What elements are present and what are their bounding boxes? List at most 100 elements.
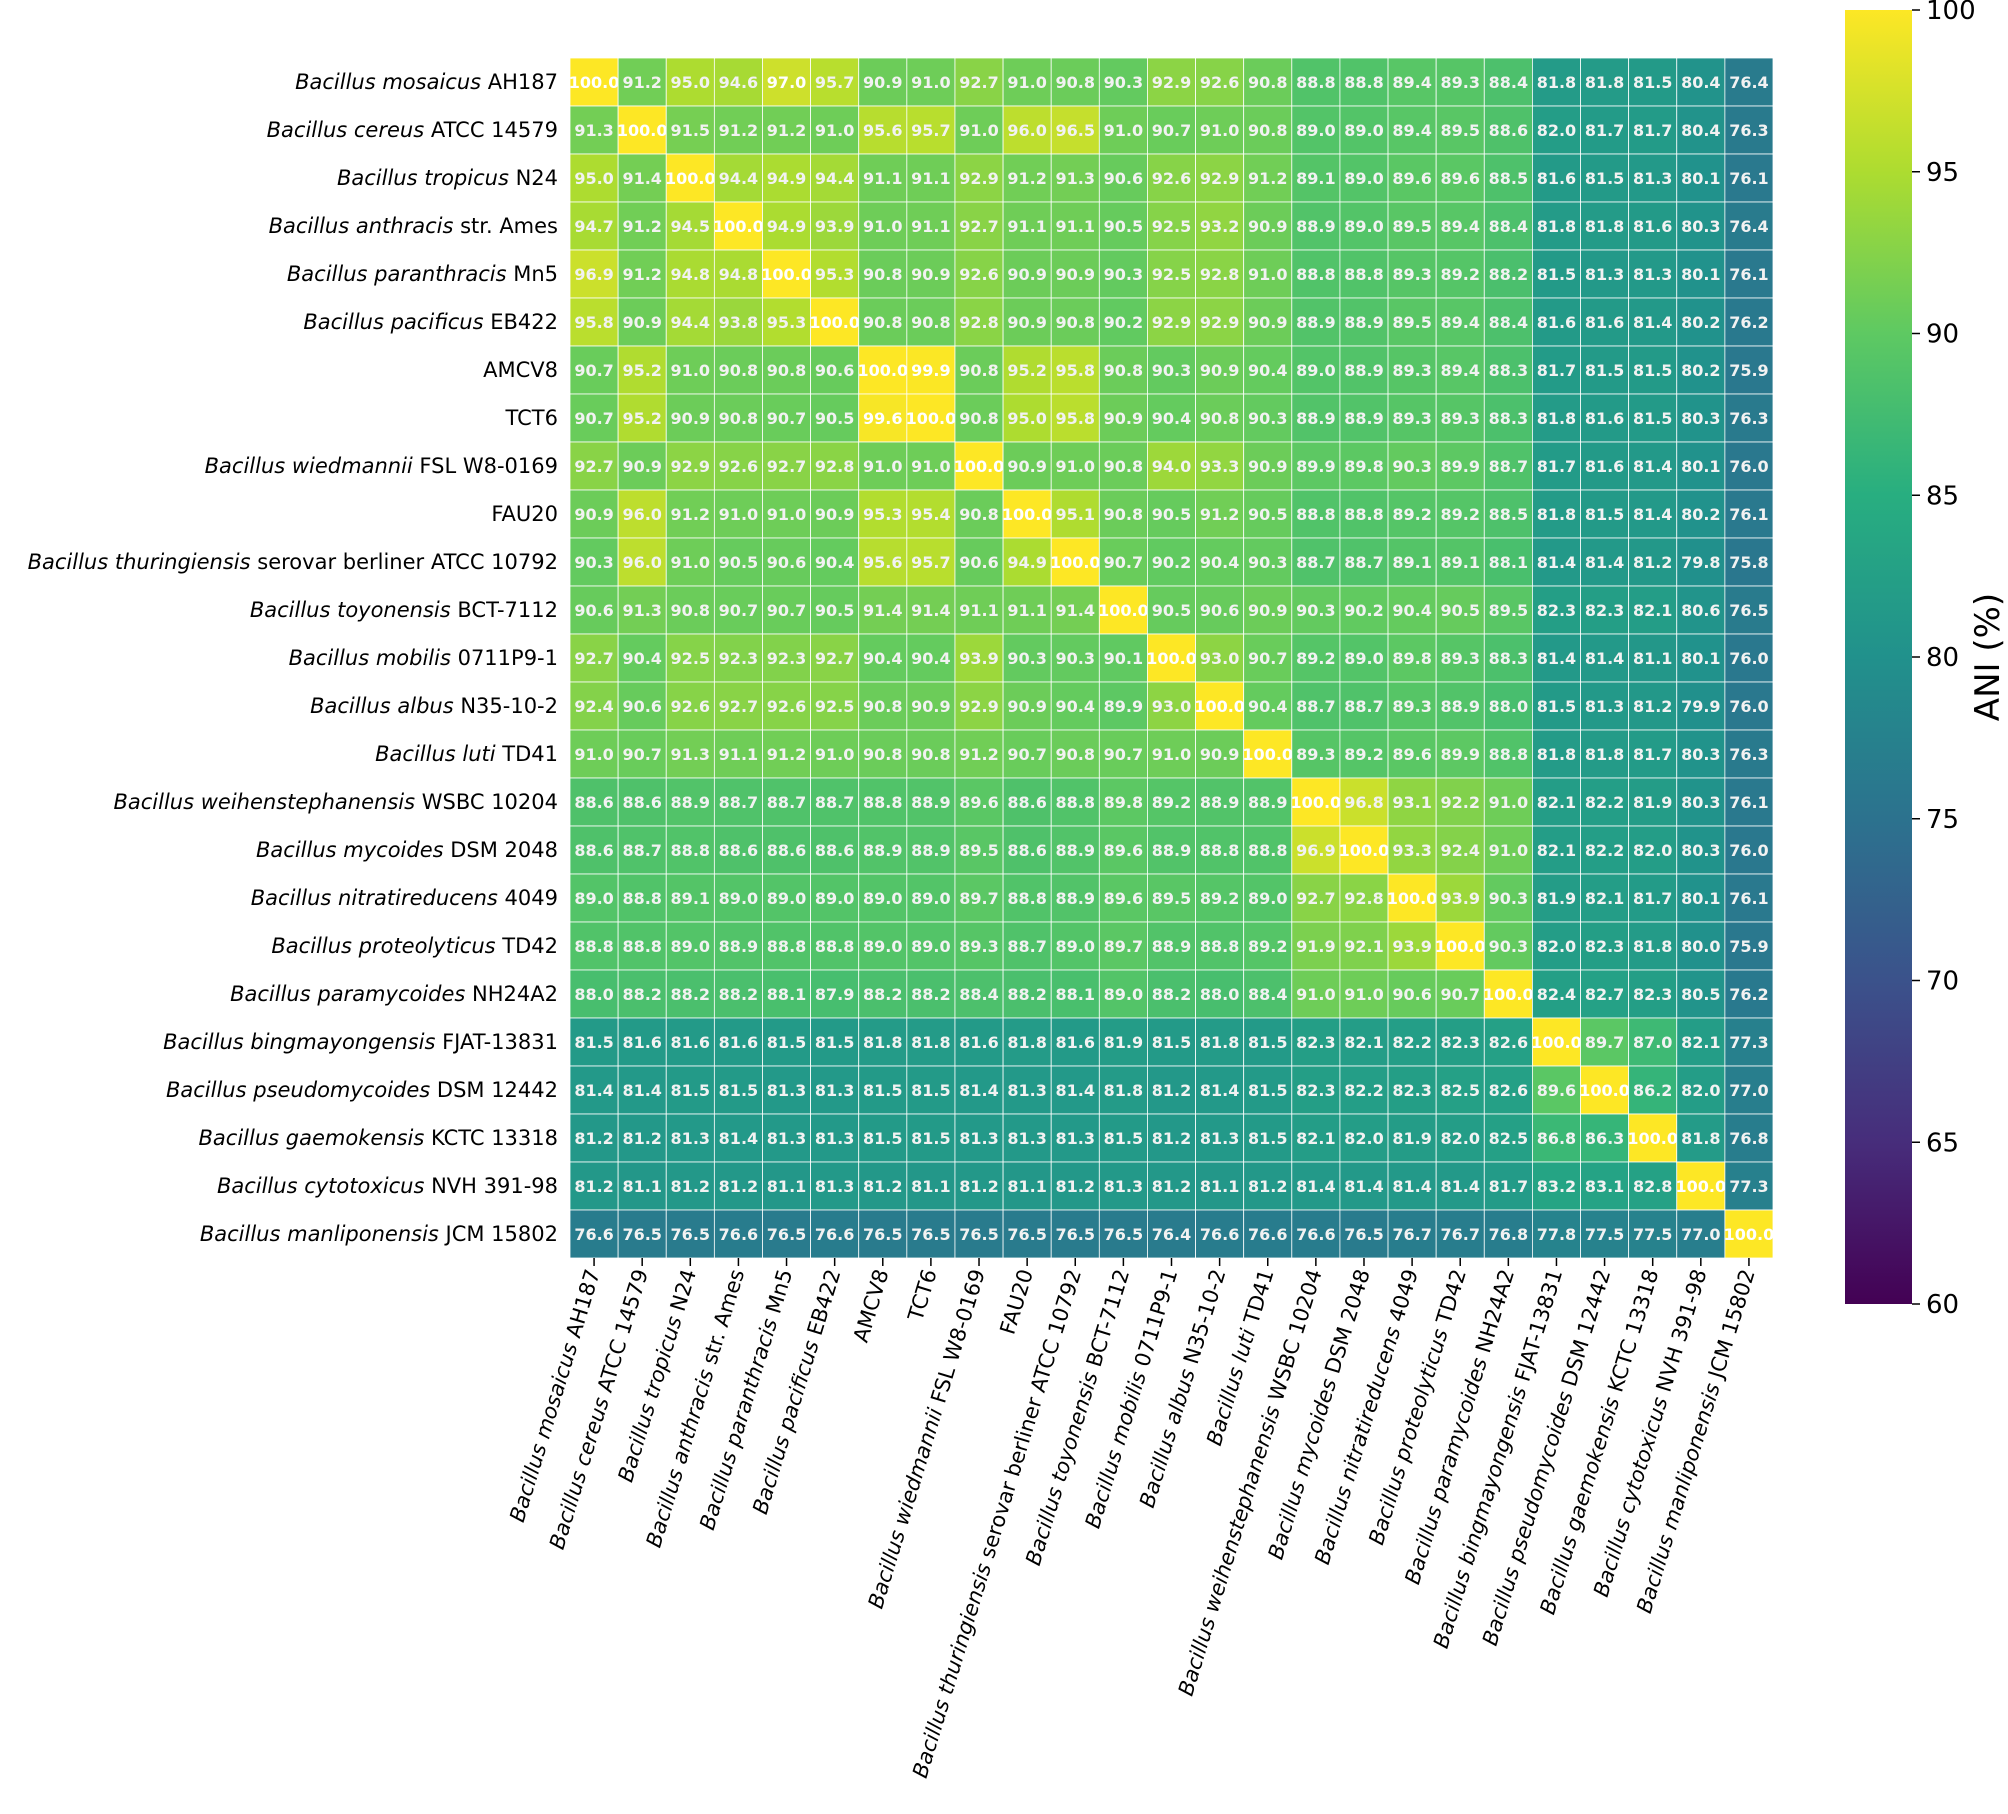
cell-value: 81.3 [1633, 169, 1672, 188]
heatmap-cell [1050, 1065, 1100, 1115]
heatmap-cell [858, 729, 908, 779]
cell-value: 91.0 [1296, 985, 1335, 1004]
heatmap-cell [1050, 969, 1100, 1019]
cell-value: 88.9 [1200, 793, 1239, 812]
cell-value: 81.3 [671, 1129, 710, 1148]
cell-value: 91.2 [767, 745, 806, 764]
heatmap-cell [1580, 393, 1630, 443]
heatmap-cell [713, 441, 763, 491]
cell-value: 77.5 [1585, 1225, 1624, 1244]
heatmap-cell [665, 153, 715, 203]
heatmap-cell [569, 1017, 619, 1067]
cell-value: 76.0 [1729, 697, 1768, 716]
cell-value: 81.4 [1392, 1177, 1431, 1196]
column-label: TCT6 [903, 1266, 942, 1324]
cell-value: 81.1 [911, 1177, 950, 1196]
cell-value: 99.9 [911, 361, 950, 380]
cell-value: 81.3 [815, 1081, 854, 1100]
cell-value: 92.5 [671, 649, 710, 668]
cell-value: 92.6 [767, 697, 806, 716]
heatmap-cell [1580, 1113, 1630, 1163]
cell-value: 81.5 [1248, 1081, 1287, 1100]
cell-value: 92.3 [719, 649, 758, 668]
cell-value: 88.9 [911, 793, 950, 812]
cell-value: 81.3 [1104, 1177, 1143, 1196]
heatmap-cell [617, 969, 667, 1019]
cell-value: 90.5 [815, 409, 854, 428]
cell-value: 90.8 [863, 697, 902, 716]
heatmap-cell [1724, 585, 1774, 635]
cell-value: 76.5 [959, 1225, 998, 1244]
cell-value: 76.0 [1729, 457, 1768, 476]
cell-value: 88.2 [863, 985, 902, 1004]
cell-value: 92.4 [574, 697, 613, 716]
cell-value: 91.2 [1007, 169, 1046, 188]
cell-value: 90.9 [1200, 361, 1239, 380]
heatmap-cell [1002, 777, 1052, 827]
heatmap-cell [1532, 201, 1581, 251]
heatmap-cell [1387, 57, 1437, 107]
cell-value: 82.2 [1344, 1081, 1383, 1100]
heatmap-cell [1724, 201, 1774, 251]
heatmap-cell [1147, 537, 1196, 587]
heatmap-cell [1339, 921, 1389, 971]
cell-value: 80.1 [1681, 649, 1720, 668]
cell-value: 81.5 [863, 1129, 902, 1148]
cell-value: 90.9 [622, 313, 661, 332]
heatmap-cell [569, 489, 619, 539]
heatmap-cell [1002, 681, 1052, 731]
cell-value: 91.0 [1248, 265, 1287, 284]
heatmap-cell [1291, 969, 1341, 1019]
cell-value: 88.7 [1296, 697, 1335, 716]
cell-value: 81.6 [1537, 169, 1576, 188]
cell-value: 76.5 [863, 1225, 902, 1244]
heatmap-cell [1387, 1161, 1437, 1211]
cell-value: 89.4 [1440, 217, 1479, 236]
cell-value: 90.7 [1440, 985, 1479, 1004]
heatmap-cell [1724, 489, 1774, 539]
heatmap-cell [1291, 1113, 1341, 1163]
cell-value: 89.6 [1104, 889, 1143, 908]
heatmap-cell [810, 153, 860, 203]
cell-value: 89.7 [959, 889, 998, 908]
row-label: Bacillus nitratireducens 4049 [251, 886, 558, 910]
heatmap-cell [810, 1017, 860, 1067]
heatmap-cell [810, 825, 860, 875]
heatmap-cell [1676, 1161, 1726, 1211]
cell-value: 89.3 [1440, 409, 1479, 428]
heatmap-cell [713, 969, 763, 1019]
heatmap-cell [1339, 1113, 1389, 1163]
heatmap-cell [1532, 393, 1581, 443]
heatmap-cell [1147, 729, 1196, 779]
heatmap-cell [762, 153, 811, 203]
cell-value: 80.4 [1681, 121, 1720, 140]
cell-value: 89.7 [1104, 937, 1143, 956]
cell-value: 89.9 [1440, 745, 1479, 764]
cell-value: 92.8 [1344, 889, 1383, 908]
cell-value: 91.1 [719, 745, 758, 764]
cell-value: 82.5 [1440, 1081, 1479, 1100]
heatmap-cell [1387, 1113, 1437, 1163]
heatmap-cell [713, 201, 763, 251]
cell-value: 88.9 [1440, 697, 1479, 716]
cell-value: 91.2 [767, 121, 806, 140]
cell-value: 88.1 [1056, 985, 1095, 1004]
heatmap-cell [1291, 585, 1341, 635]
cell-value: 88.9 [1152, 937, 1191, 956]
heatmap-cell [762, 681, 811, 731]
cell-value: 90.8 [1104, 361, 1143, 380]
cell-value: 81.7 [1633, 745, 1672, 764]
cell-value: 92.9 [959, 697, 998, 716]
column-label: Bacillus thuringiensis serovar berliner … [908, 1266, 1086, 1780]
cell-value: 88.8 [671, 841, 710, 860]
cell-value: 91.0 [911, 73, 950, 92]
heatmap-cell [858, 489, 908, 539]
cell-value: 88.7 [1344, 553, 1383, 572]
cell-value: 99.6 [863, 409, 902, 428]
heatmap-cell [569, 729, 619, 779]
cell-value: 89.4 [1392, 121, 1431, 140]
cell-value: 89.0 [1296, 121, 1335, 140]
cell-value: 88.8 [815, 937, 854, 956]
heatmap-cell [713, 1065, 763, 1115]
heatmap-cell [569, 153, 619, 203]
